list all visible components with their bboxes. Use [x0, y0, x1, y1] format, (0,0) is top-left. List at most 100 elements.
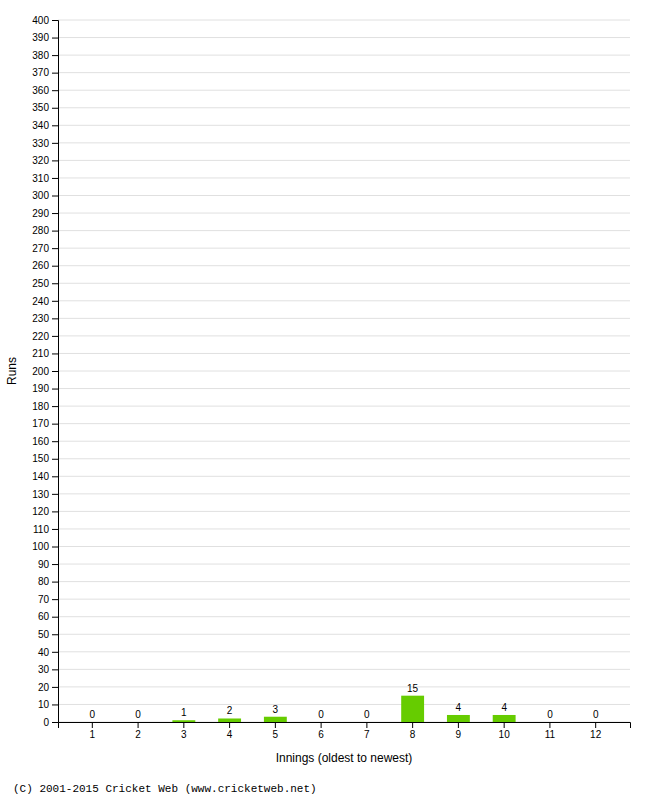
tick-mark [92, 722, 93, 728]
tick: 320 [32, 155, 58, 166]
tick: 12 [590, 722, 602, 740]
grid-line [58, 511, 630, 512]
tick-mark [52, 73, 58, 74]
data-label: 4 [501, 702, 507, 713]
tick-label: 3 [181, 729, 187, 740]
tick-label: 0 [43, 717, 49, 728]
tick-label: 130 [32, 489, 49, 500]
tick-label: 210 [32, 348, 49, 359]
grid-line [58, 581, 630, 582]
plot: 0102030405060708090100110120130140150160… [32, 15, 630, 740]
grid-line [58, 441, 630, 442]
tick-label: 300 [32, 190, 49, 201]
tick-mark [52, 599, 58, 600]
tick-label: 8 [410, 729, 416, 740]
grid-line [58, 142, 630, 143]
tick: 210 [32, 348, 58, 359]
tick: 30 [38, 664, 58, 675]
grid-line [58, 160, 630, 161]
tick-label: 110 [33, 524, 49, 535]
tick-label: 260 [32, 260, 49, 271]
tick: 170 [32, 418, 58, 429]
grid-line [58, 37, 630, 38]
axis-line [59, 723, 631, 729]
tick: 3 [181, 722, 187, 740]
tick: 370 [32, 67, 58, 78]
grid-line [58, 107, 630, 108]
tick: 220 [32, 331, 58, 342]
tick-mark [52, 652, 58, 653]
tick-label: 390 [32, 32, 49, 43]
data-labels: 0012300154400 [90, 683, 599, 720]
x-axis: 123456789101112 [59, 722, 631, 740]
tick-label: 10 [38, 699, 50, 710]
tick-mark [52, 406, 58, 407]
tick-label: 30 [38, 664, 50, 675]
grid-line [58, 651, 630, 652]
tick-label: 150 [32, 453, 49, 464]
tick: 90 [38, 559, 58, 570]
tick-mark [52, 564, 58, 565]
grid-line [58, 616, 630, 617]
tick-mark [52, 634, 58, 635]
tick-mark [138, 722, 139, 728]
grid-line [58, 90, 630, 91]
tick-mark [595, 722, 596, 728]
grid-line [58, 371, 630, 372]
tick: 350 [32, 102, 58, 113]
tick: 360 [32, 85, 58, 96]
tick: 250 [32, 278, 58, 289]
tick-label: 310 [32, 173, 49, 184]
grid-line [58, 476, 630, 477]
grid-line [58, 353, 630, 354]
tick: 240 [32, 296, 58, 307]
grid-line [58, 318, 630, 319]
tick-label: 60 [38, 611, 50, 622]
tick: 310 [32, 173, 58, 184]
tick-label: 340 [32, 120, 49, 131]
bar [218, 718, 241, 722]
grid-line [58, 20, 630, 21]
bar [538, 722, 561, 723]
tick-mark [412, 722, 413, 728]
tick-mark [52, 547, 58, 548]
data-label: 0 [364, 709, 370, 720]
tick: 300 [32, 190, 58, 201]
tick-mark [52, 529, 58, 530]
tick-label: 280 [32, 225, 49, 236]
bar [584, 722, 607, 723]
data-label: 1 [181, 707, 187, 718]
tick: 70 [38, 594, 58, 605]
tick: 160 [32, 436, 58, 447]
tick-mark [52, 248, 58, 249]
tick: 8 [410, 722, 416, 740]
tick-mark [52, 371, 58, 372]
grid-line [58, 458, 630, 459]
data-label: 0 [547, 709, 553, 720]
grid-line [58, 493, 630, 494]
tick-mark [52, 178, 58, 179]
tick-mark [52, 125, 58, 126]
grid-line [58, 195, 630, 196]
data-label: 2 [227, 705, 233, 716]
tick: 11 [545, 722, 556, 740]
grid-line [58, 686, 630, 687]
tick-label: 330 [32, 138, 49, 149]
tick-mark [52, 318, 58, 319]
tick: 260 [32, 260, 58, 271]
tick-label: 360 [32, 85, 49, 96]
tick-label: 6 [318, 729, 324, 740]
bar [401, 696, 424, 722]
tick-mark [52, 20, 58, 21]
tick-mark [52, 108, 58, 109]
x-axis-title: Innings (oldest to newest) [276, 751, 413, 765]
tick: 7 [364, 722, 370, 740]
bar [493, 715, 516, 722]
grid-line [58, 213, 630, 214]
tick-mark [52, 143, 58, 144]
bar [447, 715, 470, 722]
tick: 6 [318, 722, 324, 740]
tick-mark [52, 687, 58, 688]
tick-mark [52, 582, 58, 583]
grid-line [58, 669, 630, 670]
